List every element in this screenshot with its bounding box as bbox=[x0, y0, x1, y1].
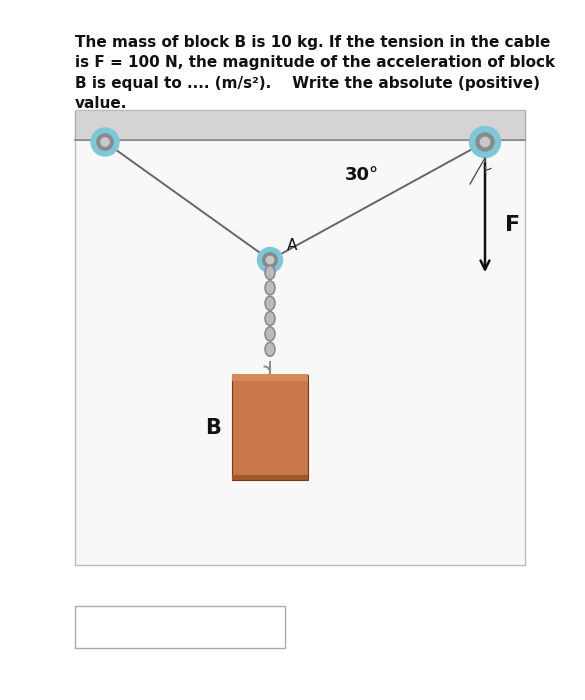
Text: B: B bbox=[205, 418, 221, 438]
Ellipse shape bbox=[265, 265, 275, 279]
Circle shape bbox=[266, 256, 274, 264]
FancyBboxPatch shape bbox=[232, 375, 308, 480]
Ellipse shape bbox=[265, 281, 275, 295]
Ellipse shape bbox=[265, 327, 275, 341]
Text: A: A bbox=[287, 237, 297, 253]
Ellipse shape bbox=[265, 312, 275, 326]
Circle shape bbox=[476, 133, 494, 151]
FancyBboxPatch shape bbox=[75, 110, 525, 140]
Text: F: F bbox=[505, 215, 520, 235]
Circle shape bbox=[480, 137, 490, 147]
Circle shape bbox=[101, 138, 109, 146]
Circle shape bbox=[257, 248, 283, 272]
Circle shape bbox=[91, 128, 119, 156]
FancyBboxPatch shape bbox=[232, 374, 308, 381]
FancyBboxPatch shape bbox=[75, 110, 525, 565]
Text: The mass of block B is 10 kg. If the tension in the cable
is F = 100 N, the magn: The mass of block B is 10 kg. If the ten… bbox=[75, 35, 555, 111]
Text: 30°: 30° bbox=[345, 166, 379, 184]
Circle shape bbox=[263, 253, 277, 267]
FancyBboxPatch shape bbox=[232, 475, 308, 480]
Circle shape bbox=[470, 127, 501, 158]
Ellipse shape bbox=[265, 342, 275, 356]
FancyBboxPatch shape bbox=[75, 606, 285, 648]
Circle shape bbox=[97, 134, 113, 150]
Ellipse shape bbox=[265, 296, 275, 310]
